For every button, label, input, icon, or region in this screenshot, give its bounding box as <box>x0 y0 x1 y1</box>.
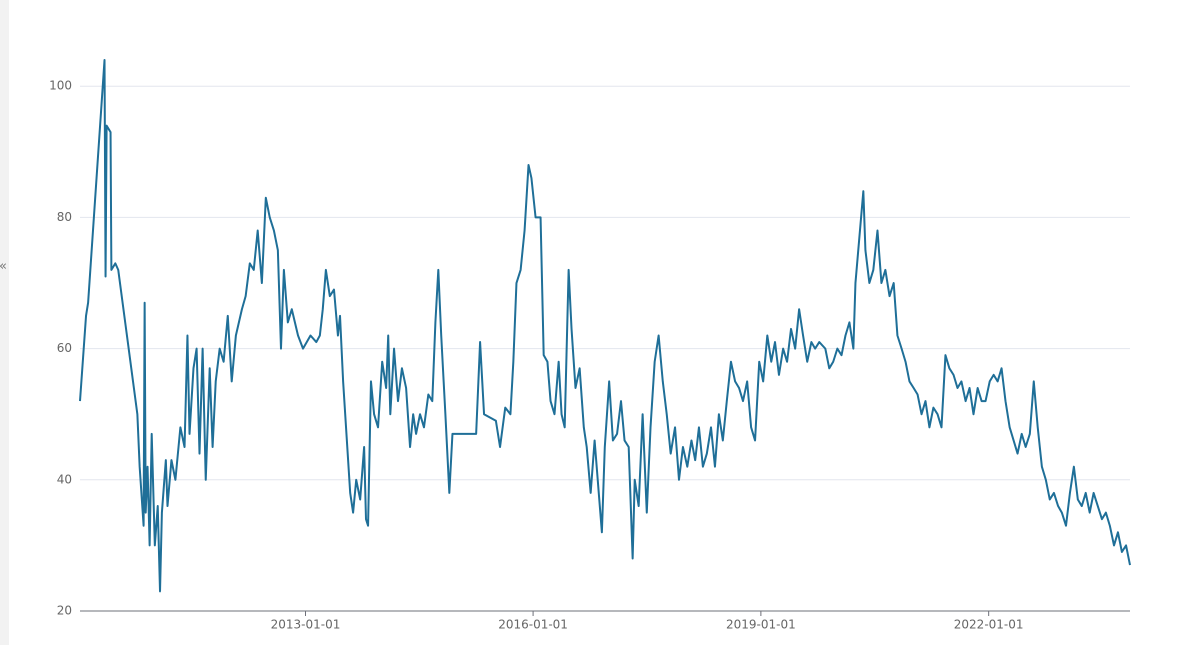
collapse-button[interactable]: « <box>0 259 7 274</box>
y-tick-label: 80 <box>57 210 72 224</box>
x-tick-label: 2013-01-01 <box>271 618 341 632</box>
x-tick-label: 2016-01-01 <box>498 618 568 632</box>
x-tick-label: 2019-01-01 <box>726 618 796 632</box>
y-tick-label: 100 <box>49 79 72 93</box>
data-line <box>79 59 1131 593</box>
y-tick-label: 20 <box>57 604 72 618</box>
x-tick-label: 2022-01-01 <box>954 618 1024 632</box>
y-tick-label: 60 <box>57 341 72 355</box>
sidebar: « <box>0 0 9 645</box>
y-tick-label: 40 <box>57 472 72 486</box>
